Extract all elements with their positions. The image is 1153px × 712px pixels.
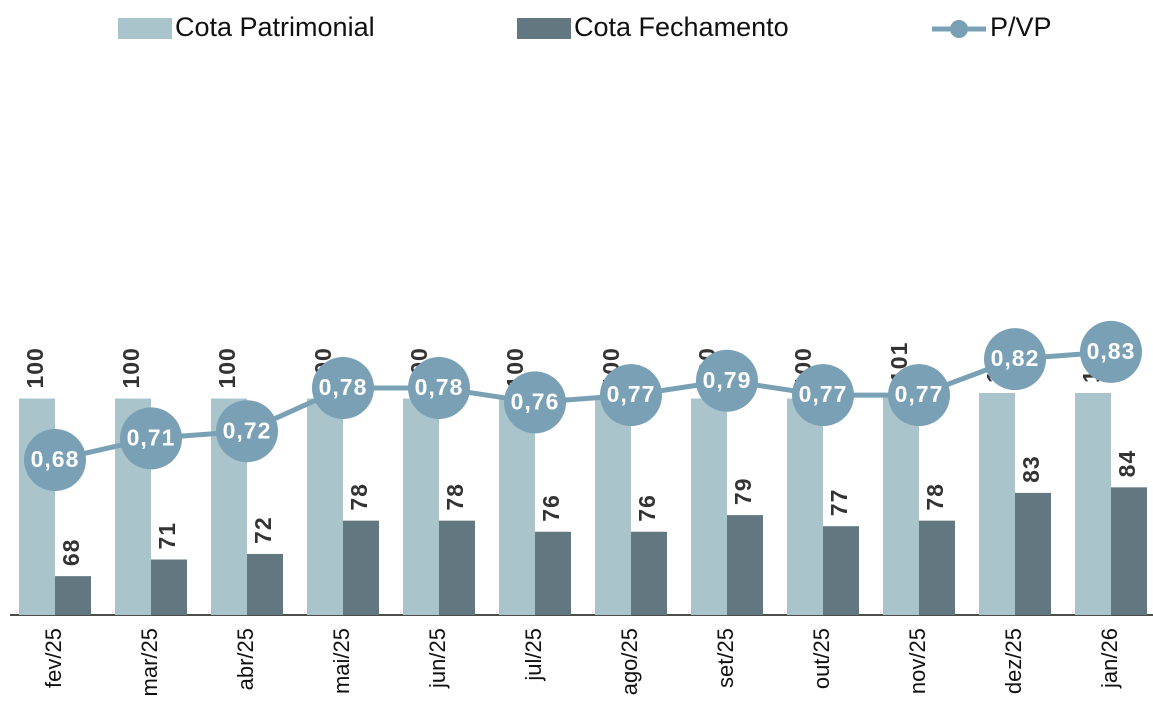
bar-label: 79 [730, 478, 756, 506]
line-label: 0,83 [1087, 338, 1136, 364]
x-tick-label: nov/25 [905, 628, 930, 694]
x-tick-label: jun/25 [425, 628, 450, 689]
bar-label: 78 [442, 483, 468, 511]
bar [55, 576, 91, 615]
bar [883, 393, 919, 615]
bar [691, 398, 727, 615]
bar-label: 71 [154, 522, 180, 550]
line-label: 0,79 [703, 367, 752, 393]
bar [1015, 492, 1051, 615]
bar-label: 83 [1018, 455, 1044, 483]
line-marker [120, 407, 182, 470]
line-label: 0,72 [223, 417, 272, 443]
bar [343, 520, 379, 615]
line-marker [984, 328, 1046, 391]
bar-label: 100 [214, 347, 240, 388]
bar [595, 398, 631, 615]
x-tick-label: out/25 [809, 628, 834, 689]
bar-label: 68 [58, 539, 84, 567]
bar [787, 398, 823, 615]
bar-label: 100 [22, 347, 48, 388]
legend-marker [950, 20, 968, 38]
x-tick-label: ago/25 [617, 628, 642, 695]
bar [535, 531, 571, 615]
bar-label: 72 [250, 516, 276, 544]
bar [631, 531, 667, 615]
bar [979, 393, 1015, 615]
x-tick-label: mai/25 [329, 628, 354, 694]
bar [499, 398, 535, 615]
bar-label: 84 [1114, 450, 1140, 478]
x-tick-label: set/25 [713, 628, 738, 688]
bar [823, 526, 859, 615]
bar [247, 553, 283, 615]
x-tick-label: mar/25 [137, 628, 162, 696]
line-marker [600, 364, 662, 427]
line-label: 0,77 [607, 381, 656, 407]
bar [919, 520, 955, 615]
line-marker [696, 349, 758, 412]
x-tick-label: jan/26 [1097, 628, 1122, 689]
line-marker [312, 356, 374, 419]
line-marker [1080, 320, 1142, 383]
line-label: 0,76 [511, 388, 560, 414]
line-marker [504, 371, 566, 434]
line-marker [216, 400, 278, 463]
bar-label: 78 [346, 483, 372, 511]
bar-label: 77 [826, 489, 852, 517]
line-label: 0,82 [991, 345, 1040, 371]
x-tick-label: dez/25 [1001, 628, 1026, 694]
line-marker [24, 429, 86, 492]
x-tick-label: jul/25 [521, 628, 546, 682]
line-label: 0,78 [415, 374, 464, 400]
bar-label: 76 [538, 494, 564, 522]
line-marker [408, 356, 470, 419]
line-marker [888, 364, 950, 427]
bar [439, 520, 475, 615]
legend-label: Cota Fechamento [574, 12, 789, 42]
bar [1111, 487, 1147, 615]
x-tick-label: fev/25 [41, 628, 66, 688]
bar [403, 398, 439, 615]
line-label: 0,78 [319, 374, 368, 400]
bar-label: 100 [118, 347, 144, 388]
x-tick-label: abr/25 [233, 628, 258, 690]
bar [727, 515, 763, 615]
line-label: 0,77 [895, 381, 944, 407]
bar-label: 76 [634, 494, 660, 522]
line-label: 0,71 [127, 424, 176, 450]
line-label: 0,68 [31, 446, 80, 472]
bar [151, 559, 187, 615]
bar [1075, 393, 1111, 615]
bar-label: 78 [922, 483, 948, 511]
legend-swatch [517, 18, 571, 39]
bar [307, 398, 343, 615]
legend-swatch [118, 18, 172, 39]
line-marker [792, 364, 854, 427]
line-label: 0,77 [799, 381, 848, 407]
legend-label: P/VP [990, 12, 1052, 42]
legend-label: Cota Patrimonial [175, 12, 375, 42]
